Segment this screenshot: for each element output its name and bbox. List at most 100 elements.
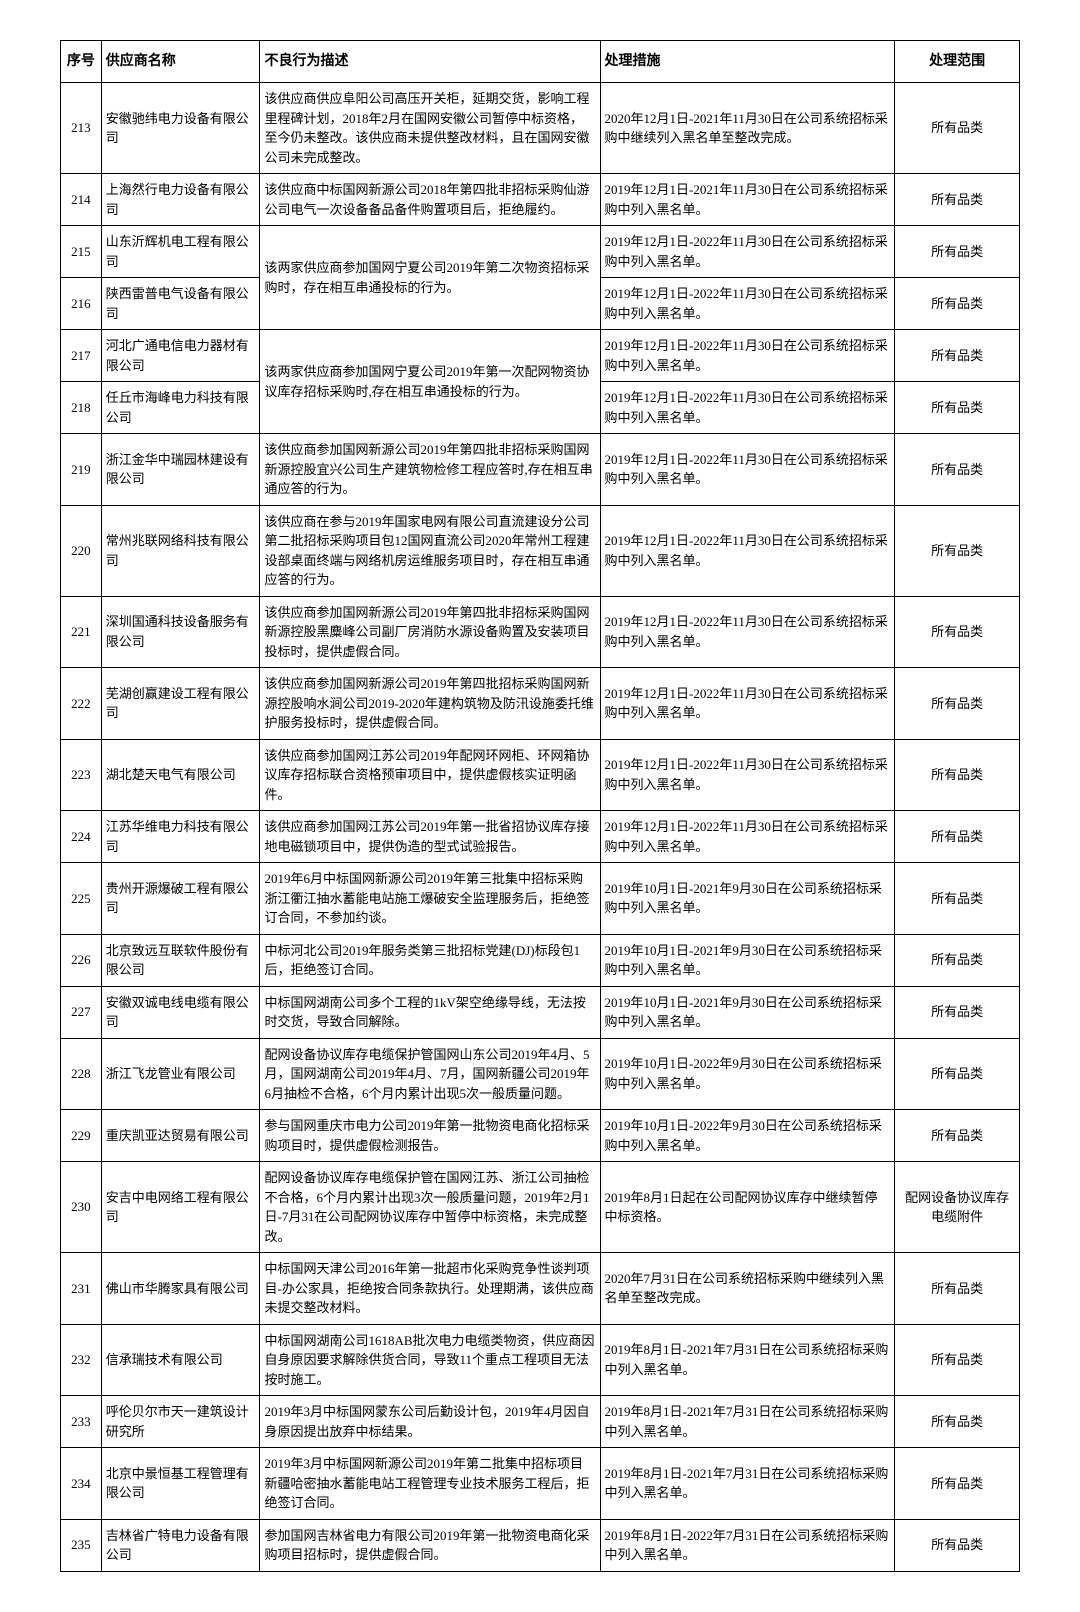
cell-seq: 220 xyxy=(61,505,102,596)
cell-action: 2019年10月1日-2021年9月30日在公司系统招标采购中列入黑名单。 xyxy=(600,863,895,935)
cell-desc: 中标国网天津公司2016年第一批超市化采购竞争性谈判项目-办公家具，拒绝按合同条… xyxy=(260,1253,600,1325)
cell-scope: 所有品类 xyxy=(895,934,1020,986)
table-row: 226北京致远互联软件股份有限公司中标河北公司2019年服务类第三批招标党建(D… xyxy=(61,934,1020,986)
cell-action: 2019年10月1日-2021年9月30日在公司系统招标采购中列入黑名单。 xyxy=(600,986,895,1038)
cell-action: 2019年12月1日-2022年11月30日在公司系统招标采购中列入黑名单。 xyxy=(600,434,895,506)
cell-scope: 所有品类 xyxy=(895,1396,1020,1448)
cell-scope: 所有品类 xyxy=(895,226,1020,278)
cell-desc: 该供应商参加国网江苏公司2019年第一批省招协议库存接地电磁锁项目中，提供伪造的… xyxy=(260,811,600,863)
table-row: 233呼伦贝尔市天一建筑设计研究所2019年3月中标国网蒙东公司后勤设计包，20… xyxy=(61,1396,1020,1448)
cell-supplier: 深圳国通科技设备服务有限公司 xyxy=(101,596,260,668)
cell-action: 2019年12月1日-2022年11月30日在公司系统招标采购中列入黑名单。 xyxy=(600,382,895,434)
cell-seq: 213 xyxy=(61,83,102,174)
cell-scope: 所有品类 xyxy=(895,434,1020,506)
cell-seq: 230 xyxy=(61,1162,102,1253)
cell-action: 2019年8月1日起在公司配网协议库存中继续暂停中标资格。 xyxy=(600,1162,895,1253)
cell-desc: 该供应商中标国网新源公司2018年第四批非招标采购仙游公司电气一次设备备品备件购… xyxy=(260,174,600,226)
table-row: 222芜湖创赢建设工程有限公司该供应商参加国网新源公司2019年第四批招标采购国… xyxy=(61,668,1020,740)
cell-supplier: 江苏华维电力科技有限公司 xyxy=(101,811,260,863)
table-row: 214上海然行电力设备有限公司该供应商中标国网新源公司2018年第四批非招标采购… xyxy=(61,174,1020,226)
cell-seq: 232 xyxy=(61,1324,102,1396)
cell-desc: 该供应商在参与2019年国家电网有限公司直流建设分公司第二批招标采购项目包12国… xyxy=(260,505,600,596)
cell-action: 2019年12月1日-2022年11月30日在公司系统招标采购中列入黑名单。 xyxy=(600,811,895,863)
cell-action: 2019年12月1日-2022年11月30日在公司系统招标采购中列入黑名单。 xyxy=(600,330,895,382)
col-header-seq: 序号 xyxy=(61,41,102,83)
cell-action: 2019年10月1日-2021年9月30日在公司系统招标采购中列入黑名单。 xyxy=(600,934,895,986)
cell-action: 2019年12月1日-2021年11月30日在公司系统招标采购中列入黑名单。 xyxy=(600,174,895,226)
cell-scope: 所有品类 xyxy=(895,83,1020,174)
table-row: 217河北广通电信电力器材有限公司该两家供应商参加国网宁夏公司2019年第一次配… xyxy=(61,330,1020,382)
cell-supplier: 北京中景恒基工程管理有限公司 xyxy=(101,1448,260,1520)
cell-desc: 该供应商参加国网新源公司2019年第四批非招标采购国网新源控股黑麋峰公司副厂房消… xyxy=(260,596,600,668)
cell-supplier: 浙江金华中瑞园林建设有限公司 xyxy=(101,434,260,506)
cell-supplier: 安徽双诚电线电缆有限公司 xyxy=(101,986,260,1038)
cell-scope: 所有品类 xyxy=(895,811,1020,863)
cell-action: 2019年8月1日-2021年7月31日在公司系统招标采购中列入黑名单。 xyxy=(600,1448,895,1520)
col-header-scope: 处理范围 xyxy=(895,41,1020,83)
cell-seq: 227 xyxy=(61,986,102,1038)
cell-desc: 中标国网湖南公司多个工程的1kV架空绝缘导线，无法按时交货，导致合同解除。 xyxy=(260,986,600,1038)
supplier-blacklist-table: 序号 供应商名称 不良行为描述 处理措施 处理范围 213安徽驰纬电力设备有限公… xyxy=(60,40,1020,1572)
cell-supplier: 上海然行电力设备有限公司 xyxy=(101,174,260,226)
cell-scope: 所有品类 xyxy=(895,505,1020,596)
cell-supplier: 陕西雷普电气设备有限公司 xyxy=(101,278,260,330)
cell-seq: 235 xyxy=(61,1519,102,1571)
cell-scope: 所有品类 xyxy=(895,1448,1020,1520)
cell-seq: 218 xyxy=(61,382,102,434)
cell-scope: 所有品类 xyxy=(895,174,1020,226)
table-row: 230安吉中电网络工程有限公司配网设备协议库存电缆保护管在国网江苏、浙江公司抽检… xyxy=(61,1162,1020,1253)
cell-supplier: 吉林省广特电力设备有限公司 xyxy=(101,1519,260,1571)
table-header: 序号 供应商名称 不良行为描述 处理措施 处理范围 xyxy=(61,41,1020,83)
cell-desc: 该供应商参加国网新源公司2019年第四批非招标采购国网新源控股宜兴公司生产建筑物… xyxy=(260,434,600,506)
cell-scope: 所有品类 xyxy=(895,863,1020,935)
cell-desc: 配网设备协议库存电缆保护管国网山东公司2019年4月、5月，国网湖南公司2019… xyxy=(260,1038,600,1110)
table-row: 234北京中景恒基工程管理有限公司2019年3月中标国网新源公司2019年第二批… xyxy=(61,1448,1020,1520)
cell-seq: 223 xyxy=(61,739,102,811)
table-row: 225贵州开源爆破工程有限公司2019年6月中标国网新源公司2019年第三批集中… xyxy=(61,863,1020,935)
col-header-desc: 不良行为描述 xyxy=(260,41,600,83)
cell-scope: 所有品类 xyxy=(895,1253,1020,1325)
cell-supplier: 山东沂辉机电工程有限公司 xyxy=(101,226,260,278)
cell-desc: 2019年3月中标国网蒙东公司后勤设计包，2019年4月因自身原因提出放弃中标结… xyxy=(260,1396,600,1448)
cell-seq: 222 xyxy=(61,668,102,740)
cell-supplier: 常州兆联网络科技有限公司 xyxy=(101,505,260,596)
cell-action: 2019年8月1日-2021年7月31日在公司系统招标采购中列入黑名单。 xyxy=(600,1396,895,1448)
col-header-action: 处理措施 xyxy=(600,41,895,83)
table-row: 213安徽驰纬电力设备有限公司该供应商供应阜阳公司高压开关柜，延期交货，影响工程… xyxy=(61,83,1020,174)
table-row: 224江苏华维电力科技有限公司该供应商参加国网江苏公司2019年第一批省招协议库… xyxy=(61,811,1020,863)
cell-scope: 所有品类 xyxy=(895,382,1020,434)
cell-action: 2019年8月1日-2022年7月31日在公司系统招标采购中列入黑名单。 xyxy=(600,1519,895,1571)
cell-supplier: 佛山市华腾家具有限公司 xyxy=(101,1253,260,1325)
cell-action: 2019年12月1日-2022年11月30日在公司系统招标采购中列入黑名单。 xyxy=(600,505,895,596)
cell-action: 2019年12月1日-2022年11月30日在公司系统招标采购中列入黑名单。 xyxy=(600,278,895,330)
table-body: 213安徽驰纬电力设备有限公司该供应商供应阜阳公司高压开关柜，延期交货，影响工程… xyxy=(61,83,1020,1572)
table-row: 231佛山市华腾家具有限公司中标国网天津公司2016年第一批超市化采购竞争性谈判… xyxy=(61,1253,1020,1325)
cell-supplier: 信承瑞技术有限公司 xyxy=(101,1324,260,1396)
table-row: 232信承瑞技术有限公司中标国网湖南公司1618AB批次电力电缆类物资，供应商因… xyxy=(61,1324,1020,1396)
cell-desc: 中标河北公司2019年服务类第三批招标党建(DJ)标段包1后，拒绝签订合同。 xyxy=(260,934,600,986)
cell-supplier: 浙江飞龙管业有限公司 xyxy=(101,1038,260,1110)
cell-seq: 225 xyxy=(61,863,102,935)
cell-scope: 配网设备协议库存电缆附件 xyxy=(895,1162,1020,1253)
cell-supplier: 河北广通电信电力器材有限公司 xyxy=(101,330,260,382)
cell-desc: 该两家供应商参加国网宁夏公司2019年第二次物资招标采购时，存在相互串通投标的行… xyxy=(260,226,600,330)
cell-desc: 参加国网吉林省电力有限公司2019年第一批物资电商化采购项目招标时，提供虚假合同… xyxy=(260,1519,600,1571)
cell-scope: 所有品类 xyxy=(895,1110,1020,1162)
cell-seq: 221 xyxy=(61,596,102,668)
cell-desc: 配网设备协议库存电缆保护管在国网江苏、浙江公司抽检不合格，6个月内累计出现3次一… xyxy=(260,1162,600,1253)
cell-scope: 所有品类 xyxy=(895,739,1020,811)
cell-seq: 228 xyxy=(61,1038,102,1110)
cell-supplier: 重庆凯亚达贸易有限公司 xyxy=(101,1110,260,1162)
cell-desc: 参与国网重庆市电力公司2019年第一批物资电商化招标采购项目时，提供虚假检测报告… xyxy=(260,1110,600,1162)
cell-scope: 所有品类 xyxy=(895,1324,1020,1396)
cell-supplier: 安吉中电网络工程有限公司 xyxy=(101,1162,260,1253)
cell-desc: 该供应商参加国网新源公司2019年第四批招标采购国网新源控股响水涧公司2019-… xyxy=(260,668,600,740)
table-row: 221深圳国通科技设备服务有限公司该供应商参加国网新源公司2019年第四批非招标… xyxy=(61,596,1020,668)
cell-seq: 214 xyxy=(61,174,102,226)
cell-action: 2019年12月1日-2022年11月30日在公司系统招标采购中列入黑名单。 xyxy=(600,739,895,811)
table-row: 227安徽双诚电线电缆有限公司中标国网湖南公司多个工程的1kV架空绝缘导线，无法… xyxy=(61,986,1020,1038)
cell-action: 2020年7月31日在公司系统招标采购中继续列入黑名单至整改完成。 xyxy=(600,1253,895,1325)
cell-scope: 所有品类 xyxy=(895,1519,1020,1571)
cell-action: 2019年12月1日-2022年11月30日在公司系统招标采购中列入黑名单。 xyxy=(600,596,895,668)
cell-desc: 2019年6月中标国网新源公司2019年第三批集中招标采购浙江衢江抽水蓄能电站施… xyxy=(260,863,600,935)
